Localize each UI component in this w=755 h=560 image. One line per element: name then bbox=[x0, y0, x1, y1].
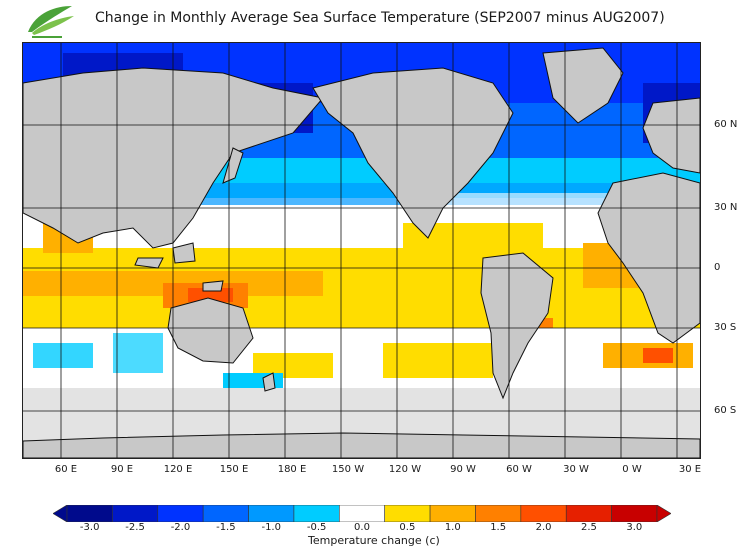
colorbar-svg bbox=[52, 504, 672, 523]
colorbar-swatch bbox=[248, 504, 295, 523]
colorbar-arrow-low bbox=[52, 504, 68, 523]
colorbar-tick-label: 3.0 bbox=[626, 522, 643, 533]
graticule bbox=[23, 43, 700, 458]
latitude-label: 30 N bbox=[714, 202, 738, 213]
colorbar-tick-label: -2.5 bbox=[125, 522, 145, 533]
longitude-label: 90 W bbox=[450, 464, 476, 475]
colorbar-tick-label: -1.0 bbox=[261, 522, 281, 533]
latitude-label: 60 S bbox=[714, 405, 737, 416]
colorbar-swatch bbox=[66, 504, 113, 523]
leaf-swoosh-logo-icon bbox=[28, 6, 74, 38]
colorbar-tick-label: -3.0 bbox=[79, 522, 100, 533]
colorbar-swatch bbox=[112, 504, 159, 523]
longitude-label: 120 W bbox=[388, 464, 422, 475]
europe-landmass bbox=[642, 97, 700, 174]
longitude-label: 60 W bbox=[506, 464, 532, 475]
longitude-label: 90 E bbox=[110, 464, 134, 475]
longitude-label: 180 E bbox=[277, 464, 307, 475]
colorbar-tick-label: 0.0 bbox=[354, 522, 370, 533]
colorbar-swatch bbox=[520, 504, 567, 523]
map-canvas bbox=[23, 43, 700, 458]
japan-landmass bbox=[222, 147, 244, 184]
latitude-label: 0 bbox=[714, 262, 721, 273]
colorbar-swatch bbox=[429, 504, 476, 523]
colorbar-tick-label: 0.5 bbox=[399, 522, 416, 533]
latitude-label: 30 S bbox=[714, 322, 737, 333]
colorbar-tick-label: 2.0 bbox=[535, 522, 552, 533]
longitude-label: 30 E bbox=[678, 464, 702, 475]
colorbar-title: Temperature change (c) bbox=[308, 534, 440, 547]
colorbar-swatch bbox=[475, 504, 522, 523]
colorbar-swatch bbox=[339, 504, 385, 523]
africa-landmass bbox=[597, 172, 700, 344]
longitude-label: 150 E bbox=[219, 464, 249, 475]
longitude-label: 0 W bbox=[622, 464, 642, 475]
greenland-landmass bbox=[542, 47, 624, 124]
colorbar-tick-label: 1.5 bbox=[490, 522, 507, 533]
colorbar-tick-label: 2.5 bbox=[580, 522, 597, 533]
south-america-landmass bbox=[480, 252, 554, 400]
longitude-label: 150 W bbox=[331, 464, 365, 475]
sst-change-map bbox=[22, 42, 701, 459]
colorbar-swatch bbox=[611, 504, 658, 523]
island-landmass bbox=[262, 372, 276, 392]
island-landmass bbox=[202, 280, 224, 292]
latitude-label: 60 N bbox=[714, 119, 738, 130]
colorbar-swatch bbox=[565, 504, 612, 523]
colorbar-tick-label: 1.0 bbox=[444, 522, 461, 533]
colorbar-swatch bbox=[384, 504, 431, 523]
map-title: Change in Monthly Average Sea Surface Te… bbox=[95, 10, 665, 26]
longitude-label: 60 E bbox=[54, 464, 78, 475]
antarctica-landmass bbox=[23, 432, 700, 458]
colorbar-swatch bbox=[293, 504, 340, 523]
colorbar-arrow-high bbox=[656, 504, 672, 523]
longitude-label: 120 E bbox=[163, 464, 193, 475]
longitude-label: 30 W bbox=[563, 464, 589, 475]
colorbar-tick-label: -1.5 bbox=[216, 522, 236, 533]
observatory-logo bbox=[22, 2, 78, 42]
australia-landmass bbox=[167, 297, 254, 364]
colorbar-tick-label: -0.5 bbox=[306, 522, 327, 533]
colorbar-swatch bbox=[157, 504, 204, 523]
island-landmass bbox=[172, 242, 196, 264]
temperature-colorbar bbox=[52, 504, 672, 523]
colorbar-swatch bbox=[202, 504, 249, 523]
colorbar-tick-label: -2.0 bbox=[170, 522, 191, 533]
